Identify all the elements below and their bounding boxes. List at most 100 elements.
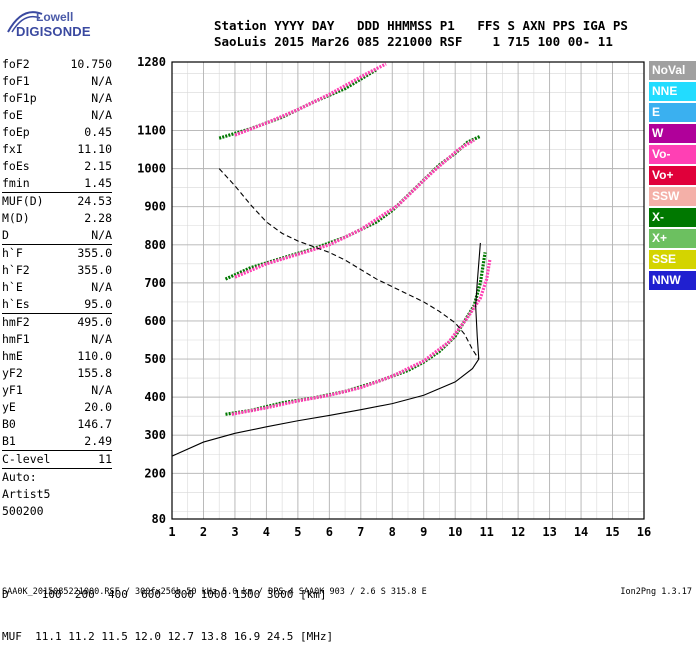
ionogram-chart: 1 2 3 4 5 6 7 8 9 10 11 12 13 14 15 1680200300400500600… — [137, 55, 651, 539]
param-value: N/A — [91, 332, 112, 346]
param-value: N/A — [91, 383, 112, 397]
param-name: fmin — [2, 176, 30, 190]
param-row: MUF(D) 24.53 — [2, 193, 112, 210]
footer-version: Ion2Png 1.3.17 — [620, 587, 692, 597]
legend-item: Vo+ — [649, 166, 696, 185]
param-name: yF1 — [2, 383, 23, 397]
param-row: B1 2.49 — [2, 433, 112, 450]
param-text: Artist5 — [2, 487, 51, 501]
muf-row: MUF 11.1 11.2 11.5 12.0 12.7 13.8 16.9 2… — [2, 630, 334, 643]
y-tick-label: 200 — [144, 466, 166, 480]
param-row: C-level 11 — [2, 451, 112, 468]
y-tick-label: 500 — [144, 352, 166, 366]
footer-info: SAA0K_2015085221000.RSF / 300fx256h 50 k… — [2, 587, 427, 597]
x-tick-label: 16 — [637, 525, 651, 539]
param-value: 155.8 — [77, 366, 112, 380]
param-value: 110.0 — [77, 349, 112, 363]
legend-item: E — [649, 103, 696, 122]
digisonde-logo: Lowell DIGISONDE — [4, 4, 91, 48]
param-name: hmF2 — [2, 315, 30, 329]
x-tick-label: 5 — [294, 525, 301, 539]
parameters-panel: foF2 10.750 foF1 N/A foF1p N/A foE N/A foEp 0.45 f… — [2, 56, 112, 520]
param-text: 500200 — [2, 504, 44, 518]
param-value: 146.7 — [77, 417, 112, 431]
param-row: D N/A — [2, 227, 112, 244]
y-tick-label: 300 — [144, 428, 166, 442]
header-line-1: Station YYYY DAY DDD HHMMSS P1 FFS S AXN… — [214, 18, 628, 33]
param-row: M(D) 2.28 — [2, 210, 112, 227]
param-row: yE 20.0 — [2, 399, 112, 416]
legend-item: X+ — [649, 229, 696, 248]
x-tick-label: 3 — [231, 525, 238, 539]
x-tick-label: 4 — [263, 525, 270, 539]
x-tick-label: 1 — [168, 525, 175, 539]
param-value: 2.28 — [84, 211, 112, 225]
param-value: 10.750 — [70, 57, 112, 71]
param-value: 20.0 — [84, 400, 112, 414]
param-separator — [2, 450, 112, 451]
param-separator — [2, 468, 112, 469]
y-tick-label: 1280 — [137, 55, 166, 69]
legend-item: NNW — [649, 271, 696, 290]
param-separator — [2, 244, 112, 245]
param-row: h`E N/A — [2, 279, 112, 296]
param-row: foEp 0.45 — [2, 124, 112, 141]
legend-item: NNE — [649, 82, 696, 101]
param-name: M(D) — [2, 211, 30, 225]
x-tick-label: 8 — [389, 525, 396, 539]
param-row: fmin 1.45 — [2, 175, 112, 192]
param-name: hmF1 — [2, 332, 30, 346]
param-name: B1 — [2, 434, 16, 448]
echo-trace — [234, 62, 387, 137]
legend-item: SSW — [649, 187, 696, 206]
param-value: 2.15 — [84, 159, 112, 173]
header-line-2: SaoLuis 2015 Mar26 085 221000 RSF 1 715 … — [214, 34, 613, 49]
param-value: N/A — [91, 108, 112, 122]
param-value: N/A — [91, 74, 112, 88]
param-name: hmE — [2, 349, 23, 363]
param-name: yF2 — [2, 366, 23, 380]
param-value: 24.53 — [77, 194, 112, 208]
param-row: hmE 110.0 — [2, 348, 112, 365]
param-value: 95.0 — [84, 297, 112, 311]
x-tick-label: 2 — [200, 525, 207, 539]
x-tick-label: 7 — [357, 525, 364, 539]
param-name: foEs — [2, 159, 30, 173]
param-row: foF2 10.750 — [2, 56, 112, 73]
logo-text-digisonde: DIGISONDE — [16, 24, 91, 39]
x-tick-label: 14 — [574, 525, 588, 539]
legend-item: NoVal — [649, 61, 696, 80]
param-value: 355.0 — [77, 246, 112, 260]
profile-line — [171, 242, 481, 457]
x-tick-label: 13 — [542, 525, 556, 539]
y-tick-label: 900 — [144, 200, 166, 214]
y-tick-label: 1100 — [137, 124, 166, 138]
param-value: 11.10 — [77, 142, 112, 156]
legend: NoVal NNE E W Vo- Vo+ SSW X- X+ SSE NNW — [649, 61, 696, 292]
muf-table: D 100 200 400 600 800 1000 1500 3000 [km… — [2, 560, 333, 658]
y-tick-label: 1000 — [137, 162, 166, 176]
distance-row: D 100 200 400 600 800 1000 1500 3000 [km… — [2, 588, 327, 601]
param-text: Auto: — [2, 470, 37, 484]
profile-dashed-line — [218, 168, 480, 360]
echo-trace — [224, 134, 482, 281]
legend-item: Vo- — [649, 145, 696, 164]
legend-item: X- — [649, 208, 696, 227]
param-value: 2.49 — [84, 434, 112, 448]
param-row: yF1 N/A — [2, 382, 112, 399]
x-tick-label: 12 — [511, 525, 525, 539]
y-tick-label: 80 — [152, 512, 166, 526]
legend-item: W — [649, 124, 696, 143]
x-tick-label: 6 — [326, 525, 333, 539]
param-name: h`Es — [2, 297, 30, 311]
param-row: foE N/A — [2, 107, 112, 124]
x-tick-label: 11 — [479, 525, 493, 539]
param-value: N/A — [91, 228, 112, 242]
param-row: yF2 155.8 — [2, 365, 112, 382]
param-value: 1.45 — [84, 176, 112, 190]
param-name: foF1p — [2, 91, 37, 105]
param-separator — [2, 192, 112, 193]
param-value: 11 — [98, 452, 112, 466]
param-name: C-level — [2, 452, 51, 466]
param-value: N/A — [91, 91, 112, 105]
